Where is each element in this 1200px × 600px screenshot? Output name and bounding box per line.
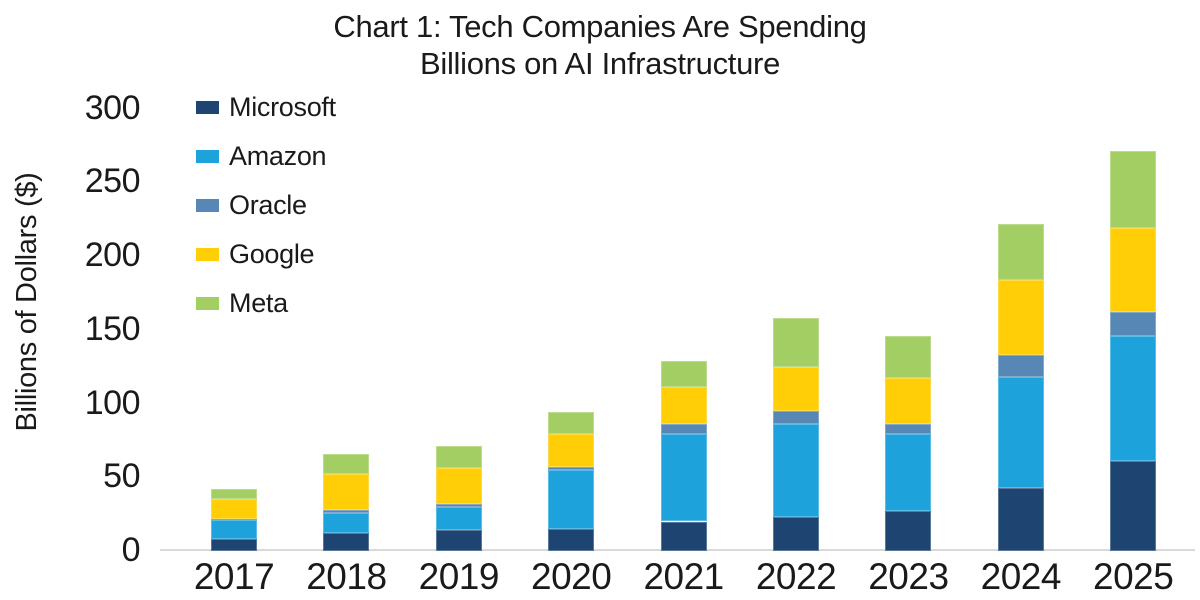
bar-segment-microsoft-2020 xyxy=(548,528,595,551)
y-tick-label-200: 200 xyxy=(84,236,141,274)
bar-segment-oracle-2018 xyxy=(323,509,370,513)
bar-segment-google-2022 xyxy=(773,366,819,411)
bar-segment-meta-2022 xyxy=(773,317,819,367)
bar-segment-amazon-2018 xyxy=(323,512,370,534)
bar-segment-google-2025 xyxy=(1110,227,1157,313)
legend-swatch-amazon xyxy=(196,149,219,163)
legend-label-oracle: Oracle xyxy=(229,190,307,220)
bar-segment-amazon-2025 xyxy=(1110,335,1157,462)
bar-segment-microsoft-2023 xyxy=(885,511,932,551)
bar-segment-amazon-2022 xyxy=(773,424,819,518)
x-tick-label-2018: 2018 xyxy=(306,556,387,597)
chart-legend: Microsoft Amazon Oracle Google Meta xyxy=(196,93,336,338)
bar-segment-meta-2017 xyxy=(211,489,257,500)
bar-segment-microsoft-2021 xyxy=(660,521,707,551)
bar-segment-meta-2025 xyxy=(1110,151,1157,228)
legend-item-google: Google xyxy=(196,240,336,268)
legend-label-microsoft: Microsoft xyxy=(229,92,336,122)
x-tick-label-2025: 2025 xyxy=(1093,556,1174,597)
bar-segment-amazon-2024 xyxy=(997,376,1044,488)
bar-segment-oracle-2025 xyxy=(1110,312,1157,336)
x-tick-label-2022: 2022 xyxy=(755,556,837,597)
bar-segment-microsoft-2018 xyxy=(323,533,370,551)
legend-item-meta: Meta xyxy=(196,289,336,317)
bar-segment-amazon-2021 xyxy=(660,434,707,522)
x-tick-label-2019: 2019 xyxy=(418,556,500,597)
bar-segment-google-2020 xyxy=(548,434,595,467)
legend-label-amazon: Amazon xyxy=(229,141,327,171)
bar-segment-meta-2018 xyxy=(323,453,370,475)
bar-segment-oracle-2017 xyxy=(211,518,257,521)
bar-segment-amazon-2017 xyxy=(211,520,257,540)
bar-segment-google-2021 xyxy=(660,387,707,425)
bar-segment-microsoft-2025 xyxy=(1110,461,1157,551)
legend-swatch-google xyxy=(196,247,219,261)
x-tick-label-2023: 2023 xyxy=(868,556,949,597)
bar-segment-microsoft-2024 xyxy=(997,487,1044,551)
chart-title-line1: Chart 1: Tech Companies Are Spending xyxy=(333,9,867,44)
legend-label-google: Google xyxy=(229,239,315,269)
bar-segment-microsoft-2017 xyxy=(211,539,257,551)
bar-segment-google-2019 xyxy=(435,468,482,504)
x-tick-label-2021: 2021 xyxy=(643,556,724,597)
bar-segment-oracle-2023 xyxy=(885,424,932,435)
bar-segment-meta-2020 xyxy=(548,412,595,435)
bar-segment-oracle-2020 xyxy=(548,466,595,470)
y-tick-label-0: 0 xyxy=(121,531,141,569)
bar-segment-google-2017 xyxy=(211,499,257,519)
legend-swatch-oracle xyxy=(196,198,219,212)
bar-segment-google-2024 xyxy=(997,279,1044,355)
legend-item-oracle: Oracle xyxy=(196,191,336,219)
bar-segment-amazon-2020 xyxy=(548,469,595,529)
y-tick-label-300: 300 xyxy=(84,88,141,127)
bar-segment-oracle-2021 xyxy=(660,424,707,435)
y-tick-label-250: 250 xyxy=(84,162,141,201)
x-tick-label-2017: 2017 xyxy=(193,556,275,597)
bar-segment-amazon-2019 xyxy=(435,506,482,531)
bar-segment-oracle-2022 xyxy=(773,410,819,425)
y-tick-label-150: 150 xyxy=(84,309,141,348)
bar-segment-google-2023 xyxy=(885,378,932,425)
bar-segment-amazon-2023 xyxy=(885,434,932,512)
legend-item-amazon: Amazon xyxy=(196,142,336,170)
x-tick-label-2020: 2020 xyxy=(531,556,612,597)
bar-segment-oracle-2019 xyxy=(435,503,482,507)
y-tick-label-100: 100 xyxy=(84,383,141,422)
x-tick-label-2024: 2024 xyxy=(980,556,1062,597)
legend-swatch-microsoft xyxy=(196,100,219,114)
bar-segment-oracle-2024 xyxy=(997,354,1044,377)
bar-segment-meta-2019 xyxy=(435,446,482,469)
bar-segment-meta-2021 xyxy=(660,360,707,388)
bar-segment-microsoft-2022 xyxy=(773,517,819,551)
bar-segment-google-2018 xyxy=(323,474,370,510)
bar-segment-meta-2023 xyxy=(885,335,932,379)
bar-segment-microsoft-2019 xyxy=(435,530,482,551)
legend-item-microsoft: Microsoft xyxy=(196,93,336,121)
bar-segment-meta-2024 xyxy=(997,223,1044,280)
y-tick-label-50: 50 xyxy=(103,457,140,496)
legend-label-meta: Meta xyxy=(229,288,288,318)
legend-swatch-meta xyxy=(196,296,219,310)
chart-title-line2: Billions on AI Infrastructure xyxy=(419,46,781,81)
